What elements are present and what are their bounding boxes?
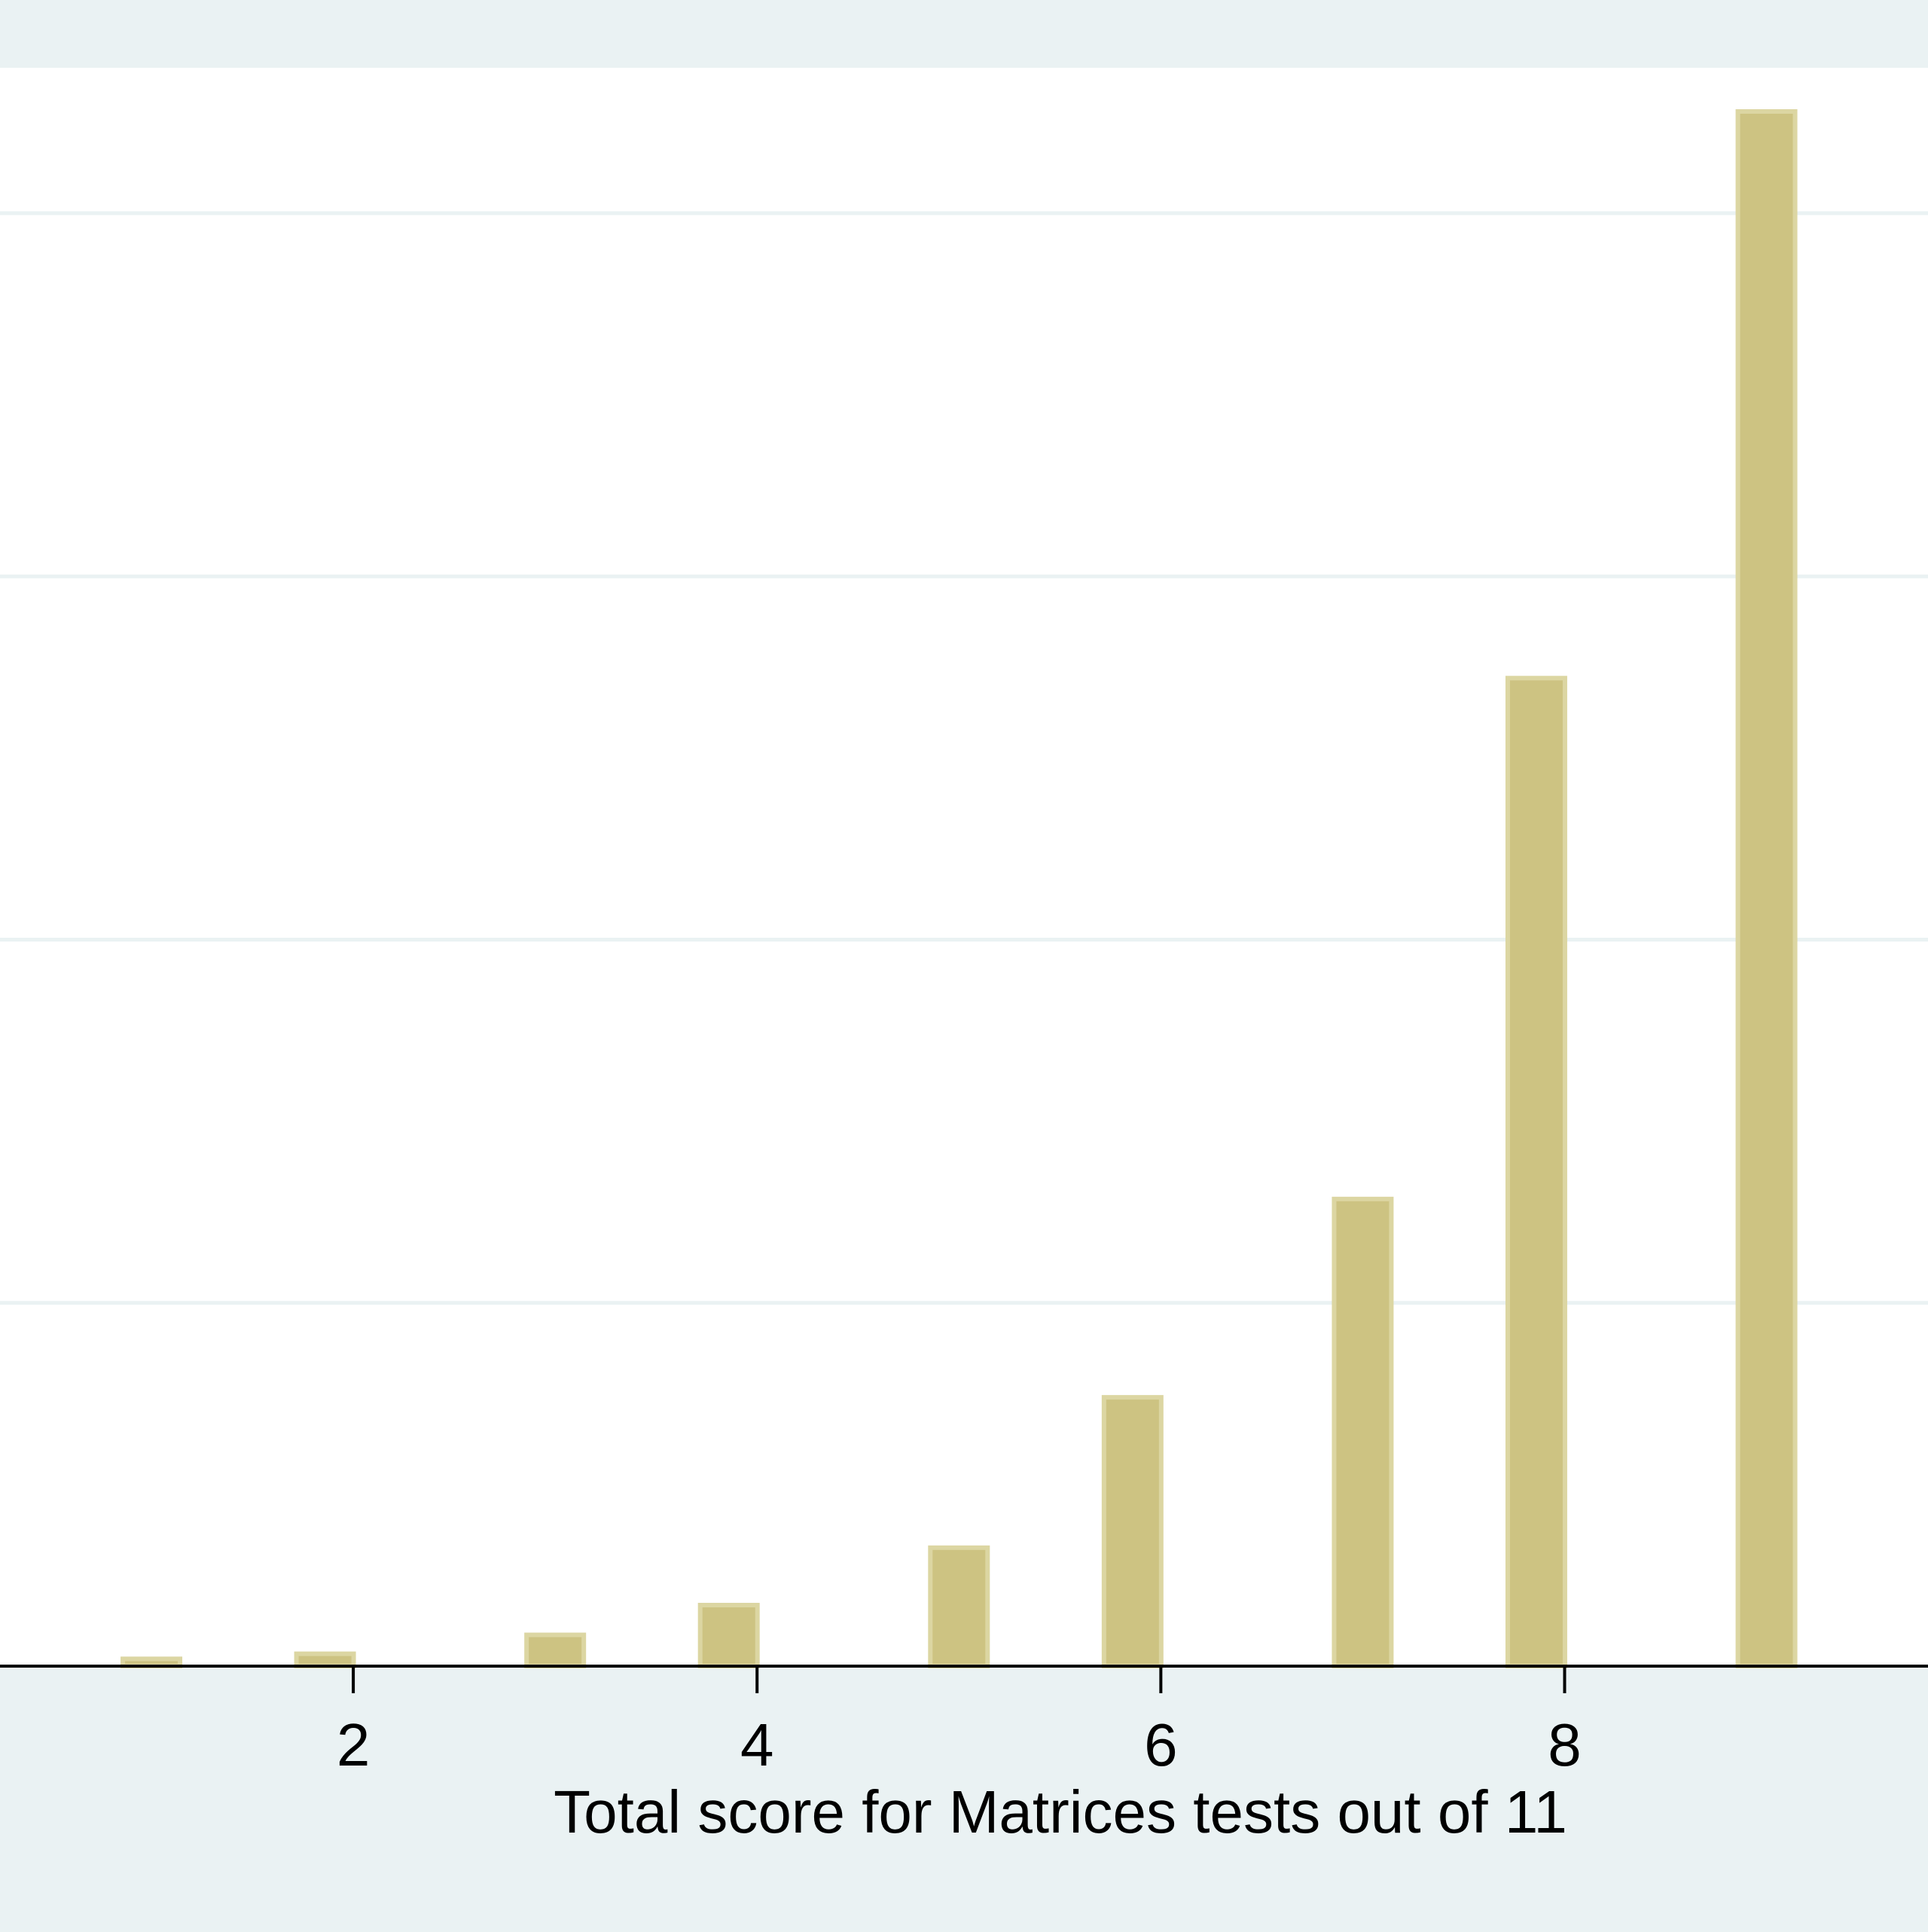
bar bbox=[294, 1651, 356, 1669]
bar bbox=[1505, 676, 1567, 1668]
x-tick-label: 6 bbox=[1144, 1711, 1178, 1778]
bars bbox=[120, 109, 1798, 1669]
bar bbox=[928, 1545, 990, 1669]
bar bbox=[1101, 1395, 1164, 1668]
x-ticks: 2 4 6 8 bbox=[337, 1666, 1582, 1778]
bar bbox=[524, 1632, 587, 1668]
gridlines bbox=[0, 211, 1928, 1305]
plot-area bbox=[0, 68, 1928, 1666]
bar bbox=[697, 1602, 760, 1668]
x-axis-title: Total score for Matrices tests out of 11 bbox=[554, 1778, 1567, 1845]
x-tick-label: 4 bbox=[740, 1711, 774, 1778]
bar bbox=[1735, 109, 1798, 1668]
x-tick-label: 8 bbox=[1548, 1711, 1582, 1778]
x-tick-label: 2 bbox=[337, 1711, 371, 1778]
bar bbox=[1332, 1196, 1394, 1669]
